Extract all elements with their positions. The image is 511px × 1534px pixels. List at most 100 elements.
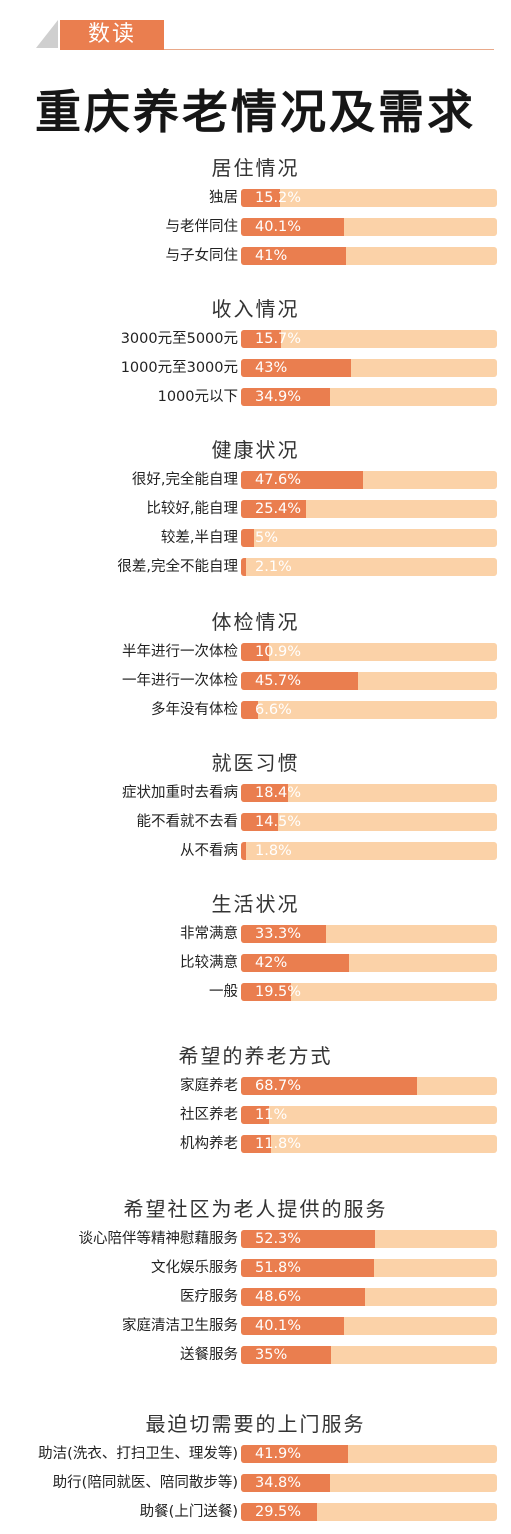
bar-track: 29.5%: [241, 1503, 497, 1521]
bar-row: 家庭养老 68.7%: [0, 1075, 511, 1097]
data-label: 5%: [255, 530, 279, 546]
bar-row: 1000元以下 34.9%: [0, 386, 511, 408]
section-title: 收入情况: [211, 297, 300, 321]
category-label: 3000元至5000元: [120, 331, 238, 347]
bar: [241, 500, 307, 518]
data-label: 2.1%: [255, 559, 292, 575]
bar-row: 从不看病 1.8%: [0, 840, 511, 862]
data-label: 35%: [255, 1347, 288, 1363]
bar: [241, 1317, 344, 1335]
bar-row: 1000元至3000元 43%: [0, 357, 511, 379]
data-label: 15.2%: [255, 190, 302, 206]
category-label: 社区养老: [180, 1107, 238, 1123]
bar-track: 15.7%: [241, 330, 497, 348]
bar-track: 10.9%: [241, 643, 497, 661]
category-label: 很差,完全不能自理: [117, 559, 238, 575]
bar-track: 51.8%: [241, 1259, 497, 1277]
data-label: 40.1%: [255, 1318, 302, 1334]
category-label: 机构养老: [180, 1136, 238, 1152]
bar-row: 很差,完全不能自理 2.1%: [0, 556, 511, 578]
bar-track: 15.2%: [241, 189, 497, 207]
data-label: 15.7%: [255, 331, 302, 347]
data-label: 48.6%: [255, 1289, 302, 1305]
category-label: 与老伴同住: [165, 219, 239, 235]
bar-track: 34.8%: [241, 1474, 497, 1492]
bar-track: 18.4%: [241, 784, 497, 802]
bar-row: 比较好,能自理 25.4%: [0, 498, 511, 520]
data-label: 41.9%: [255, 1446, 302, 1462]
category-label: 助餐(上门送餐): [139, 1504, 238, 1520]
category-label: 多年没有体检: [151, 702, 238, 718]
bar-row: 与老伴同住 40.1%: [0, 216, 511, 238]
bar-row: 能不看就不去看 14.5%: [0, 811, 511, 833]
header-bar: 数读: [0, 16, 511, 52]
bar: [241, 218, 344, 236]
bar-track: 34.9%: [241, 388, 497, 406]
bar-row: 症状加重时去看病 18.4%: [0, 782, 511, 804]
bar: [241, 359, 352, 377]
category-label: 一般: [209, 984, 238, 1000]
data-label: 14.5%: [255, 814, 302, 830]
bar-row: 较差,半自理 5%: [0, 527, 511, 549]
bar-row: 一般 19.5%: [0, 981, 511, 1003]
bar-row: 社区养老 11%: [0, 1104, 511, 1126]
bar-row: 文化娱乐服务 51.8%: [0, 1257, 511, 1279]
data-label: 40.1%: [255, 219, 302, 235]
bar: [241, 1288, 366, 1306]
category-label: 与子女同住: [165, 248, 239, 264]
category-label: 非常满意: [180, 926, 238, 942]
data-label: 68.7%: [255, 1078, 302, 1094]
bar: [241, 247, 346, 265]
bar-track: 6.6%: [241, 701, 497, 719]
data-label: 11%: [255, 1107, 288, 1123]
section-title: 健康状况: [211, 438, 300, 462]
bar: [241, 1346, 331, 1364]
section-title: 希望社区为老人提供的服务: [123, 1197, 388, 1221]
data-label: 19.5%: [255, 984, 302, 1000]
data-label: 34.8%: [255, 1475, 302, 1491]
bar-track: 42%: [241, 954, 497, 972]
tag-corner-decoration: [36, 20, 58, 48]
section-tag: 数读: [60, 20, 164, 50]
bar: [241, 643, 269, 661]
bar-row: 独居 15.2%: [0, 187, 511, 209]
bar-track: 68.7%: [241, 1077, 497, 1095]
bar: [241, 189, 280, 207]
data-label: 42%: [255, 955, 288, 971]
category-label: 独居: [209, 190, 238, 206]
data-label: 29.5%: [255, 1504, 302, 1520]
category-label: 助洁(洗衣、打扫卫生、理发等): [38, 1446, 238, 1462]
bar-track: 52.3%: [241, 1230, 497, 1248]
data-label: 18.4%: [255, 785, 302, 801]
bar-row: 与子女同住 41%: [0, 245, 511, 267]
bar: [241, 1230, 375, 1248]
category-label: 半年进行一次体检: [122, 644, 238, 660]
data-label: 25.4%: [255, 501, 302, 517]
bar-row: 非常满意 33.3%: [0, 923, 511, 945]
bar-row: 机构养老 11.8%: [0, 1133, 511, 1155]
bar-track: 48.6%: [241, 1288, 497, 1306]
bar-row: 谈心陪伴等精神慰藉服务 52.3%: [0, 1228, 511, 1250]
bar: [241, 529, 254, 547]
category-label: 比较满意: [180, 955, 238, 971]
data-label: 45.7%: [255, 673, 302, 689]
data-label: 33.3%: [255, 926, 302, 942]
bar: [241, 1474, 331, 1492]
bar-track: 47.6%: [241, 471, 497, 489]
data-label: 6.6%: [255, 702, 292, 718]
bar-row: 助餐(上门送餐) 29.5%: [0, 1501, 511, 1523]
category-label: 比较好,能自理: [146, 501, 238, 517]
bar-track: 35%: [241, 1346, 497, 1364]
section-title: 体检情况: [211, 610, 300, 634]
bar-row: 比较满意 42%: [0, 952, 511, 974]
bar-track: 1.8%: [241, 842, 497, 860]
bar: [241, 672, 358, 690]
data-label: 47.6%: [255, 472, 302, 488]
category-label: 很好,完全能自理: [131, 472, 238, 488]
category-label: 较差,半自理: [160, 530, 238, 546]
category-label: 家庭清洁卫生服务: [122, 1318, 238, 1334]
bar: [241, 330, 282, 348]
bar: [241, 1135, 272, 1153]
category-label: 能不看就不去看: [136, 814, 239, 830]
bar-track: 41.9%: [241, 1445, 497, 1463]
